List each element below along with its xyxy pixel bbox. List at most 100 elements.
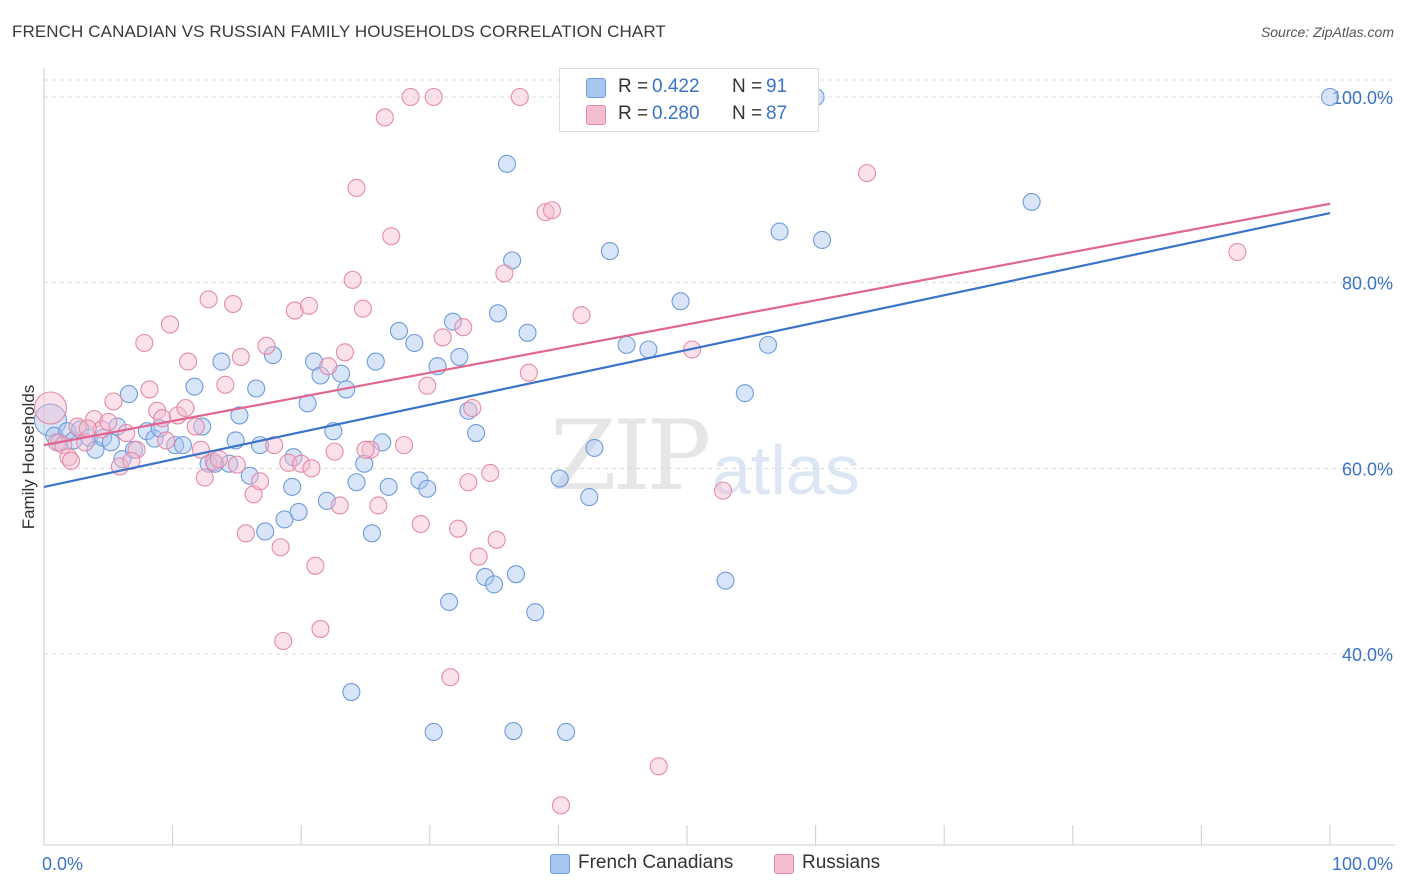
russians-point: [33, 391, 67, 425]
french-canadians-point: [379, 477, 398, 496]
russians-point: [495, 264, 514, 283]
russians-point: [510, 87, 529, 107]
french-canadians-point: [639, 340, 658, 359]
r-label: R =: [618, 76, 649, 97]
russians-point: [330, 496, 349, 515]
french-canadians-point: [488, 304, 508, 323]
russians-point: [199, 290, 218, 309]
russians-point: [542, 201, 562, 220]
french-canadians-point: [145, 429, 164, 448]
russians-point: [361, 440, 380, 459]
russians-point: [140, 380, 159, 399]
russians-point: [441, 668, 460, 687]
russians-point: [279, 453, 298, 472]
russians-point: [285, 301, 304, 320]
french-canadians-point: [671, 292, 690, 311]
russians-point: [519, 363, 538, 382]
french-canadians-point: [485, 575, 504, 594]
french-canadians-point: [275, 510, 294, 529]
russians-point: [356, 440, 375, 459]
chart-title: FRENCH CANADIAN VS RUSSIAN FAMILY HOUSEH…: [12, 22, 666, 41]
russians-legend-swatch: [774, 854, 794, 874]
x-tick-label: 0.0%: [42, 854, 83, 874]
russians-point: [85, 410, 104, 429]
french-canadians-point: [1320, 87, 1340, 107]
french-canadians-point: [389, 321, 408, 340]
russians-point: [271, 538, 290, 557]
russians-point: [311, 619, 330, 638]
french-canadians-point: [405, 333, 424, 353]
french-canadians-point: [557, 722, 576, 742]
n-value: 91: [766, 76, 788, 97]
french-canadians-point: [230, 406, 249, 425]
russians-point: [299, 296, 318, 315]
french-canadians-point: [173, 436, 192, 455]
french-canadians-point: [506, 565, 526, 584]
russians-point: [195, 468, 214, 487]
french-canadians-point: [256, 522, 275, 541]
french-canadians-point: [476, 567, 495, 586]
french-canadians-point: [347, 473, 366, 492]
russians-point: [459, 473, 478, 492]
french-canadians-point: [580, 488, 599, 507]
french-canadians-point: [212, 352, 231, 371]
russians-point: [209, 449, 228, 469]
n-label: N =: [732, 103, 763, 124]
french-canadians-point: [263, 346, 282, 365]
french-canadians-point: [166, 436, 185, 455]
french-canadians-point: [617, 335, 636, 354]
french-canadians-point: [758, 335, 778, 354]
french-canadians-point: [812, 230, 832, 250]
french-canadians-point: [424, 722, 443, 742]
stats-legend: R = 0.422 N = 91 R = 0.280 N = 87: [559, 68, 819, 132]
french-canadians-point: [283, 477, 302, 496]
russians-swatch: [586, 105, 606, 125]
russians-point: [424, 87, 443, 107]
r-value: 0.280: [652, 103, 700, 124]
russians-point: [343, 270, 362, 289]
french-canadians-point: [311, 366, 330, 385]
russians-point: [257, 336, 276, 355]
russians-point: [1228, 242, 1247, 262]
french-canadians-point: [366, 352, 385, 371]
french-canadians-point: [600, 242, 619, 261]
x-tick-label: 100.0%: [1332, 854, 1393, 874]
french-canadians-point: [585, 438, 604, 457]
russians-point: [99, 412, 118, 431]
russians-point: [454, 318, 473, 337]
russians-trendline: [43, 202, 1331, 447]
russians-point: [104, 392, 123, 411]
watermark-atlas: atlas: [712, 431, 860, 509]
russians-point: [411, 514, 430, 534]
french-canadians-point: [418, 479, 437, 498]
russians-point: [395, 436, 414, 455]
russians-point: [78, 419, 97, 438]
french-canadians-point: [443, 312, 462, 331]
y-tick-label: 40.0%: [1342, 645, 1393, 665]
n-value: 87: [766, 103, 788, 124]
french-canadians-point: [342, 683, 361, 702]
russians-point: [353, 299, 372, 318]
source-label: Source: ZipAtlas.com: [1260, 24, 1394, 40]
french-canadians-point: [467, 424, 486, 443]
russians-point: [231, 347, 250, 366]
n-label: N =: [732, 76, 763, 97]
russians-point: [176, 398, 195, 418]
french-canadians-point: [518, 323, 537, 342]
russians-point: [469, 547, 488, 566]
russians-point: [572, 306, 591, 325]
french-canadians-point: [289, 502, 308, 522]
russians-point: [335, 343, 354, 362]
french-canadians-point: [550, 469, 569, 488]
russians-point: [216, 375, 235, 394]
french-canadians-swatch: [586, 78, 606, 98]
french-canadians-legend-swatch: [550, 854, 570, 874]
russians-point: [319, 357, 338, 376]
french-canadians-point: [193, 417, 212, 436]
french-canadians-point: [450, 347, 469, 366]
y-axis-label: Family Households: [19, 385, 38, 530]
french-canadians-point: [185, 377, 204, 396]
russians-point: [487, 530, 506, 549]
russians-point: [265, 436, 284, 455]
